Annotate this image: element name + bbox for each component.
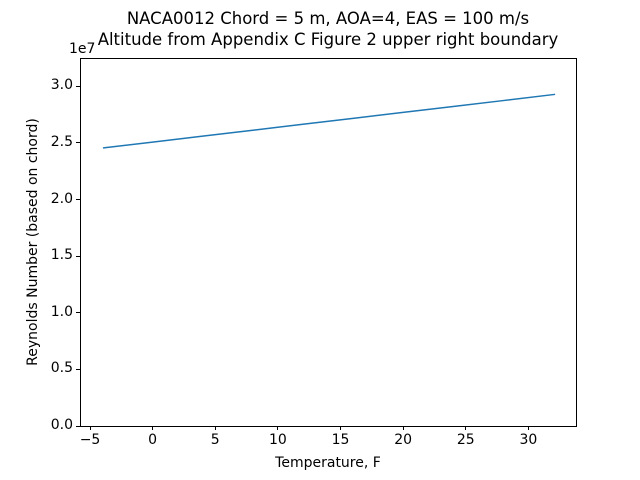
y-tick-mark — [76, 425, 80, 427]
x-axis-label: Temperature, F — [275, 455, 381, 471]
y-tick-label: 0.5 — [50, 360, 73, 377]
x-tick-label: −5 — [79, 432, 101, 448]
y-tick-mark — [76, 199, 80, 201]
y-tick-mark — [76, 312, 80, 314]
x-tick-mark — [277, 426, 279, 430]
x-tick-label: 5 — [210, 432, 220, 448]
y-tick-mark — [76, 85, 80, 87]
y-tick-label: 1.5 — [50, 247, 73, 264]
y-axis-label: Reynolds Number (based on chord) — [25, 118, 41, 366]
y-tick-label: 3.0 — [50, 77, 73, 94]
x-tick-label: 25 — [456, 432, 475, 448]
y-tick-mark — [76, 255, 80, 257]
chart-title-line1: NACA0012 Chord = 5 m, AOA=4, EAS = 100 m… — [126, 9, 530, 28]
y-tick-label: 0.0 — [50, 417, 73, 433]
chart-title-line2: Altitude from Appendix C Figure 2 upper … — [97, 29, 559, 49]
x-tick-label: 10 — [268, 432, 287, 448]
x-tick-mark — [89, 426, 91, 430]
x-tick-mark — [402, 426, 404, 430]
x-tick-label: 30 — [519, 432, 538, 448]
x-tick-label: 0 — [148, 432, 158, 448]
data-line-layer — [102, 93, 556, 149]
data-line-reynolds-number-vs-temperature — [102, 93, 556, 149]
y-tick-label: 2.5 — [50, 133, 73, 150]
chart-title: NACA0012 Chord = 5 m, AOA=4, EAS = 100 m… — [80, 9, 576, 50]
plot-area — [80, 58, 577, 427]
y-tick-mark — [76, 368, 80, 370]
y-tick-label: 1.0 — [50, 303, 73, 320]
x-tick-mark — [465, 426, 467, 430]
x-tick-mark — [214, 426, 216, 430]
y-tick-mark — [76, 142, 80, 144]
x-tick-mark — [340, 426, 342, 430]
x-tick-mark — [527, 426, 529, 430]
x-tick-label: 20 — [394, 432, 413, 448]
x-tick-mark — [152, 426, 154, 430]
x-tick-label: 15 — [331, 432, 350, 448]
y-tick-label: 2.0 — [50, 190, 73, 207]
y-axis-offset-text: 1e7 — [69, 41, 96, 57]
